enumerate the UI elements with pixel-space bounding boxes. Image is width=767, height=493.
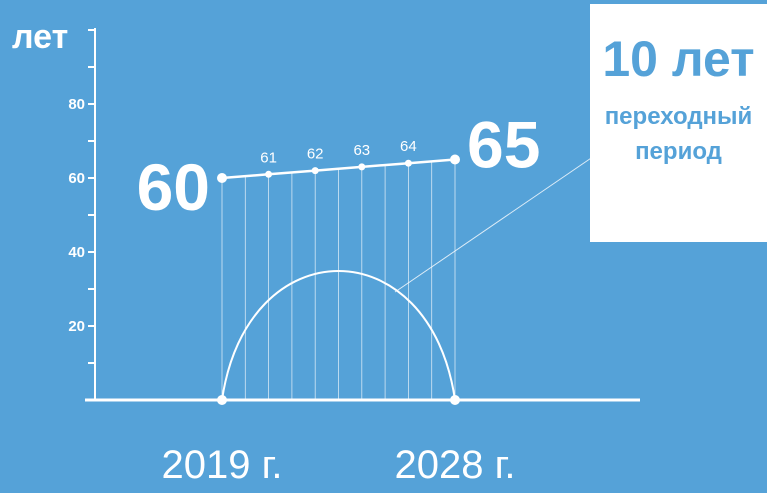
y-tick-label: 60: [68, 170, 85, 187]
callout-connector-line: [394, 151, 601, 293]
y-axis-ticks: 20 40 60 80: [68, 29, 95, 364]
transition-callout-box: 10 лет переходный период: [590, 4, 767, 242]
callout-title: 10 лет: [602, 31, 755, 87]
age-point: [404, 159, 412, 167]
age-point: [450, 154, 460, 165]
callout-subtitle-line1: переходный: [604, 103, 753, 130]
age-point: [311, 167, 319, 175]
age-point: [358, 163, 366, 171]
y-tick-label: 20: [68, 318, 85, 335]
age-point: [265, 170, 273, 178]
end-year-marker: [450, 395, 460, 405]
point-label: 61: [260, 149, 277, 166]
y-axis-unit-label: лет: [12, 18, 68, 56]
end-year-label: 2028 г.: [395, 443, 516, 487]
y-tick-label: 40: [68, 244, 85, 261]
point-label-start: 60: [137, 150, 210, 224]
age-series-line: [221, 158, 456, 180]
age-point: [217, 173, 227, 183]
transition-grid-lines: [221, 159, 456, 400]
age-series: [217, 154, 460, 183]
point-label: 64: [400, 138, 417, 155]
start-year-label: 2019 г.: [162, 443, 283, 487]
callout-subtitle-line2: период: [635, 137, 722, 165]
point-label-end: 65: [467, 108, 540, 182]
point-label: 62: [307, 146, 324, 163]
start-year-marker: [217, 395, 227, 405]
transition-arc: [221, 270, 456, 401]
point-labels: 60 61 62 63 64 65: [137, 108, 541, 225]
point-label: 63: [353, 142, 370, 159]
callout-subtitle: переходный период: [605, 100, 753, 170]
y-tick-label: 80: [68, 96, 85, 113]
